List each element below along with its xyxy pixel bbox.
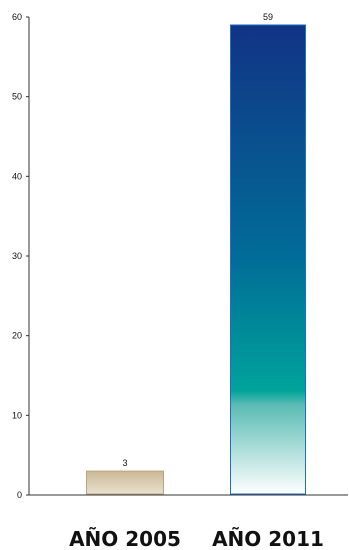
y-tick-label: 20 <box>12 331 22 341</box>
y-tick-label: 40 <box>12 171 22 181</box>
y-tick-label: 30 <box>12 251 22 261</box>
bar-2011 <box>230 24 306 495</box>
value-label: 3 <box>122 458 127 468</box>
bars <box>86 24 306 495</box>
y-tick-label: 0 <box>17 490 22 500</box>
y-tick-label: 10 <box>12 410 22 420</box>
category-label: AÑO 2005 <box>69 527 181 550</box>
value-label: 59 <box>263 12 273 22</box>
y-tick-label: 50 <box>12 92 22 102</box>
y-tick-label: 60 <box>12 12 22 22</box>
axes: 0 10 20 30 40 50 60 <box>12 12 348 500</box>
bar-2005 <box>86 470 164 495</box>
labels: 3 AÑO 2005 59 AÑO 2011 <box>69 12 324 550</box>
category-label: AÑO 2011 <box>212 527 324 550</box>
